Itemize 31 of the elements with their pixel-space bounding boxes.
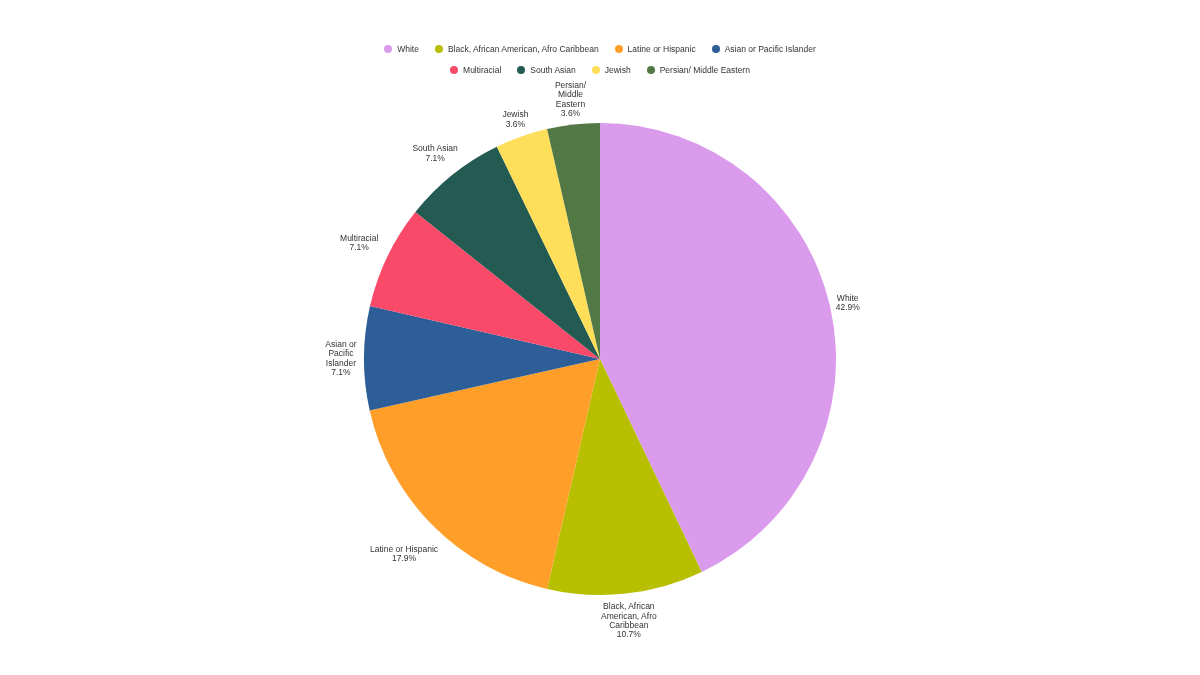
- pie-slice: [547, 123, 600, 359]
- slice-label: South Asian: [412, 143, 459, 154]
- legend-label: South Asian: [530, 65, 576, 75]
- legend-label: Asian or Pacific Islander: [724, 44, 816, 54]
- pie-slice: [415, 146, 600, 359]
- legend-label: Black, African American, Afro Caribbean: [447, 44, 599, 54]
- data-label: 7.1%: [425, 152, 446, 163]
- slice-label: Black, African American, Afro Caribbean: [600, 601, 657, 630]
- slice-label: Multiracial: [340, 233, 379, 244]
- legend-label: Multiracial: [463, 65, 502, 75]
- data-label: 7.1%: [331, 366, 352, 377]
- pie-slice: [496, 129, 600, 359]
- pie-slice: [369, 359, 600, 589]
- pie-slice: [600, 123, 836, 572]
- pie-slice: [547, 359, 702, 595]
- slice-label: Jewish: [502, 109, 529, 120]
- data-label: 17.9%: [391, 553, 417, 564]
- legend-label: Persian/ Middle Eastern: [659, 65, 750, 75]
- data-label: 3.6%: [560, 107, 581, 118]
- legend-label: Jewish: [604, 65, 631, 75]
- pie-slice: [364, 306, 600, 411]
- slice-label: Asian or Pacific Islander: [325, 339, 357, 368]
- legend-label: Latine or Hispanic: [627, 44, 696, 54]
- data-label: 3.6%: [505, 118, 526, 129]
- data-label: 42.9%: [835, 302, 861, 313]
- slice-label: White: [836, 293, 859, 304]
- data-label: 7.1%: [349, 242, 370, 253]
- slice-label: Latine or Hispanic: [370, 543, 439, 554]
- legend-label: White: [397, 44, 419, 54]
- data-label: 10.7%: [616, 629, 642, 640]
- slice-label: Persian/ Middle Eastern: [554, 80, 587, 109]
